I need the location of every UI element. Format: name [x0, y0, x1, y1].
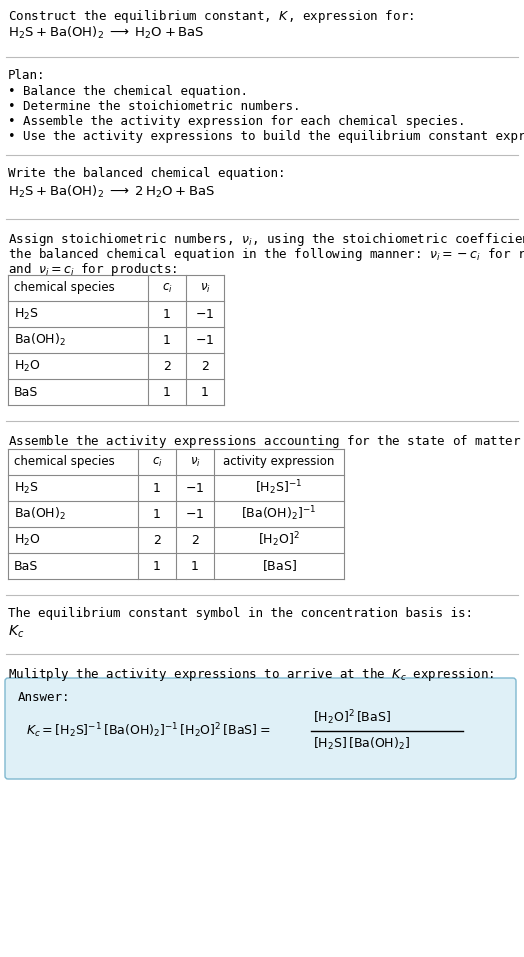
Text: $K_c$: $K_c$	[8, 624, 24, 640]
Text: Assign stoichiometric numbers, $\nu_i$, using the stoichiometric coefficients, $: Assign stoichiometric numbers, $\nu_i$, …	[8, 231, 524, 248]
Text: $c_i$: $c_i$	[151, 456, 162, 469]
Text: $[\mathrm{BaS}]$: $[\mathrm{BaS}]$	[261, 559, 297, 573]
Text: $K_c = [\mathrm{H_2S}]^{-1}\,[\mathrm{Ba(OH)_2}]^{-1}\,[\mathrm{H_2O}]^{2}\,[\ma: $K_c = [\mathrm{H_2S}]^{-1}\,[\mathrm{Ba…	[26, 722, 270, 741]
Text: $[\mathrm{H_2O}]^{2}$: $[\mathrm{H_2O}]^{2}$	[258, 530, 300, 549]
Text: the balanced chemical equation in the following manner: $\nu_i = -c_i$ for react: the balanced chemical equation in the fo…	[8, 246, 524, 263]
Text: $[\mathrm{H_2S}]^{-1}$: $[\mathrm{H_2S}]^{-1}$	[255, 478, 303, 498]
Text: 1: 1	[153, 481, 161, 495]
Text: 1: 1	[163, 333, 171, 346]
Text: $\mathrm{Ba(OH)_2}$: $\mathrm{Ba(OH)_2}$	[14, 332, 66, 348]
Text: $-1$: $-1$	[185, 481, 204, 495]
Text: $\mathrm{H_2O}$: $\mathrm{H_2O}$	[14, 532, 40, 547]
Text: • Balance the chemical equation.: • Balance the chemical equation.	[8, 85, 248, 98]
Text: 1: 1	[153, 560, 161, 572]
Text: Assemble the activity expressions accounting for the state of matter and $\nu_i$: Assemble the activity expressions accoun…	[8, 433, 524, 450]
Text: BaS: BaS	[14, 386, 38, 398]
Text: 1: 1	[153, 507, 161, 521]
Text: Mulitply the activity expressions to arrive at the $K_c$ expression:: Mulitply the activity expressions to arr…	[8, 666, 495, 683]
Text: $\mathrm{Ba(OH)_2}$: $\mathrm{Ba(OH)_2}$	[14, 506, 66, 523]
Text: $\nu_i$: $\nu_i$	[190, 456, 200, 469]
Text: • Determine the stoichiometric numbers.: • Determine the stoichiometric numbers.	[8, 100, 300, 113]
Text: 2: 2	[191, 533, 199, 546]
Text: chemical species: chemical species	[14, 281, 115, 295]
Text: 1: 1	[191, 560, 199, 572]
Text: Answer:: Answer:	[18, 691, 71, 704]
Text: $\mathrm{H_2S + Ba(OH)_2 \;\longrightarrow\; H_2O + BaS}$: $\mathrm{H_2S + Ba(OH)_2 \;\longrightarr…	[8, 25, 204, 41]
Text: and $\nu_i = c_i$ for products:: and $\nu_i = c_i$ for products:	[8, 261, 177, 278]
FancyBboxPatch shape	[5, 678, 516, 779]
Text: $\nu_i$: $\nu_i$	[200, 281, 211, 295]
Text: $[\mathrm{H_2S}]\,[\mathrm{Ba(OH)_2}]$: $[\mathrm{H_2S}]\,[\mathrm{Ba(OH)_2}]$	[313, 736, 410, 752]
Text: 1: 1	[163, 386, 171, 398]
Text: activity expression: activity expression	[223, 456, 335, 469]
Text: Write the balanced chemical equation:: Write the balanced chemical equation:	[8, 167, 286, 180]
Text: $-1$: $-1$	[185, 507, 204, 521]
Text: 1: 1	[163, 307, 171, 321]
Text: 2: 2	[153, 533, 161, 546]
Text: 2: 2	[163, 360, 171, 372]
Text: BaS: BaS	[14, 560, 38, 572]
Text: $\mathrm{H_2S + Ba(OH)_2 \;\longrightarrow\; 2\,H_2O + BaS}$: $\mathrm{H_2S + Ba(OH)_2 \;\longrightarr…	[8, 184, 215, 200]
Text: $[\mathrm{Ba(OH)_2}]^{-1}$: $[\mathrm{Ba(OH)_2}]^{-1}$	[242, 504, 316, 523]
Text: • Assemble the activity expression for each chemical species.: • Assemble the activity expression for e…	[8, 115, 465, 128]
Text: The equilibrium constant symbol in the concentration basis is:: The equilibrium constant symbol in the c…	[8, 607, 473, 620]
Text: Plan:: Plan:	[8, 69, 46, 82]
Text: $\mathrm{H_2S}$: $\mathrm{H_2S}$	[14, 480, 39, 496]
Text: Construct the equilibrium constant, $K$, expression for:: Construct the equilibrium constant, $K$,…	[8, 8, 414, 25]
Text: • Use the activity expressions to build the equilibrium constant expression.: • Use the activity expressions to build …	[8, 130, 524, 143]
Text: 1: 1	[201, 386, 209, 398]
Text: chemical species: chemical species	[14, 456, 115, 469]
Text: $-1$: $-1$	[195, 333, 215, 346]
Text: $-1$: $-1$	[195, 307, 215, 321]
Text: $\mathrm{H_2S}$: $\mathrm{H_2S}$	[14, 306, 39, 322]
Text: $\mathrm{H_2O}$: $\mathrm{H_2O}$	[14, 359, 40, 373]
Text: $[\mathrm{H_2O}]^{2}\,[\mathrm{BaS}]$: $[\mathrm{H_2O}]^{2}\,[\mathrm{BaS}]$	[313, 708, 391, 727]
Text: 2: 2	[201, 360, 209, 372]
Text: $c_i$: $c_i$	[161, 281, 172, 295]
